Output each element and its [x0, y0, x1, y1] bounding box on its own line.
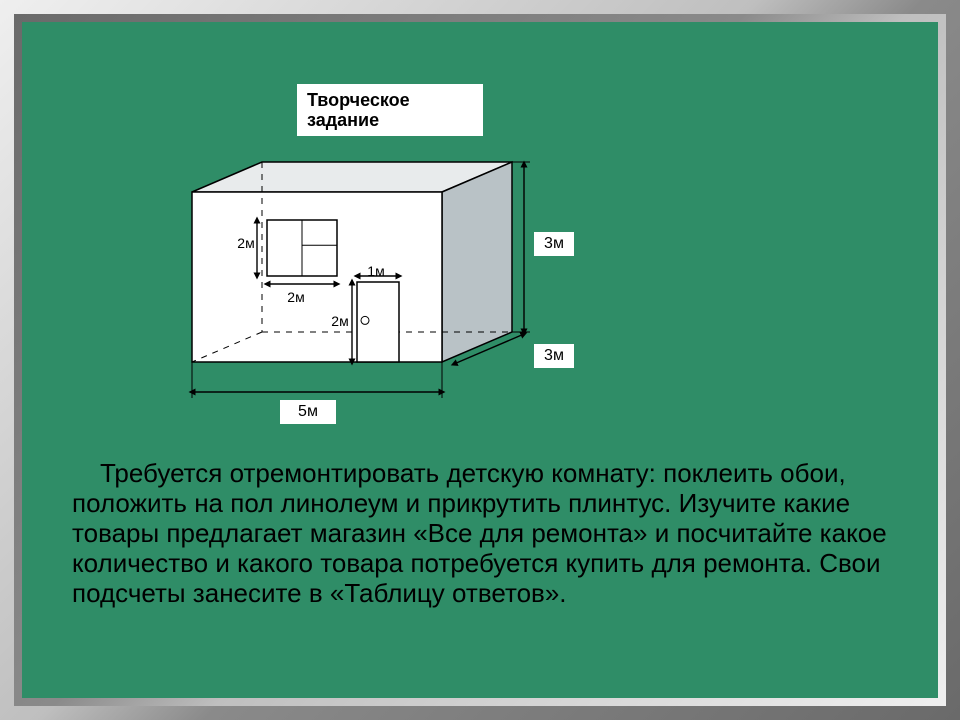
task-body-text: Требуется отремонтировать детскую комнат… — [72, 458, 888, 608]
room-diagram-svg — [162, 152, 602, 442]
dim-label-depth: 3м — [534, 344, 574, 368]
slide: Творческое задание 2м 2м 1м 2м 5м 3м 3м Требуе… — [22, 22, 938, 698]
task-body-text-content: Требуется отремонтировать детскую комнат… — [72, 458, 887, 608]
dim-label-win_h: 2м — [234, 234, 258, 252]
dim-label-bottom: 5м — [280, 400, 336, 424]
frame-outer: Творческое задание 2м 2м 1м 2м 5м 3м 3м Требуе… — [0, 0, 960, 720]
dim-label-door_h: 2м — [328, 312, 352, 330]
dim-label-height: 3м — [534, 232, 574, 256]
dim-label-door_w: 1м — [364, 262, 388, 280]
room-diagram: 2м 2м 1м 2м 5м 3м 3м — [162, 152, 602, 442]
dim-label-win_w: 2м — [284, 288, 308, 306]
frame-inner: Творческое задание 2м 2м 1м 2м 5м 3м 3м Требуе… — [14, 14, 946, 706]
title-chip: Творческое задание — [297, 84, 483, 136]
